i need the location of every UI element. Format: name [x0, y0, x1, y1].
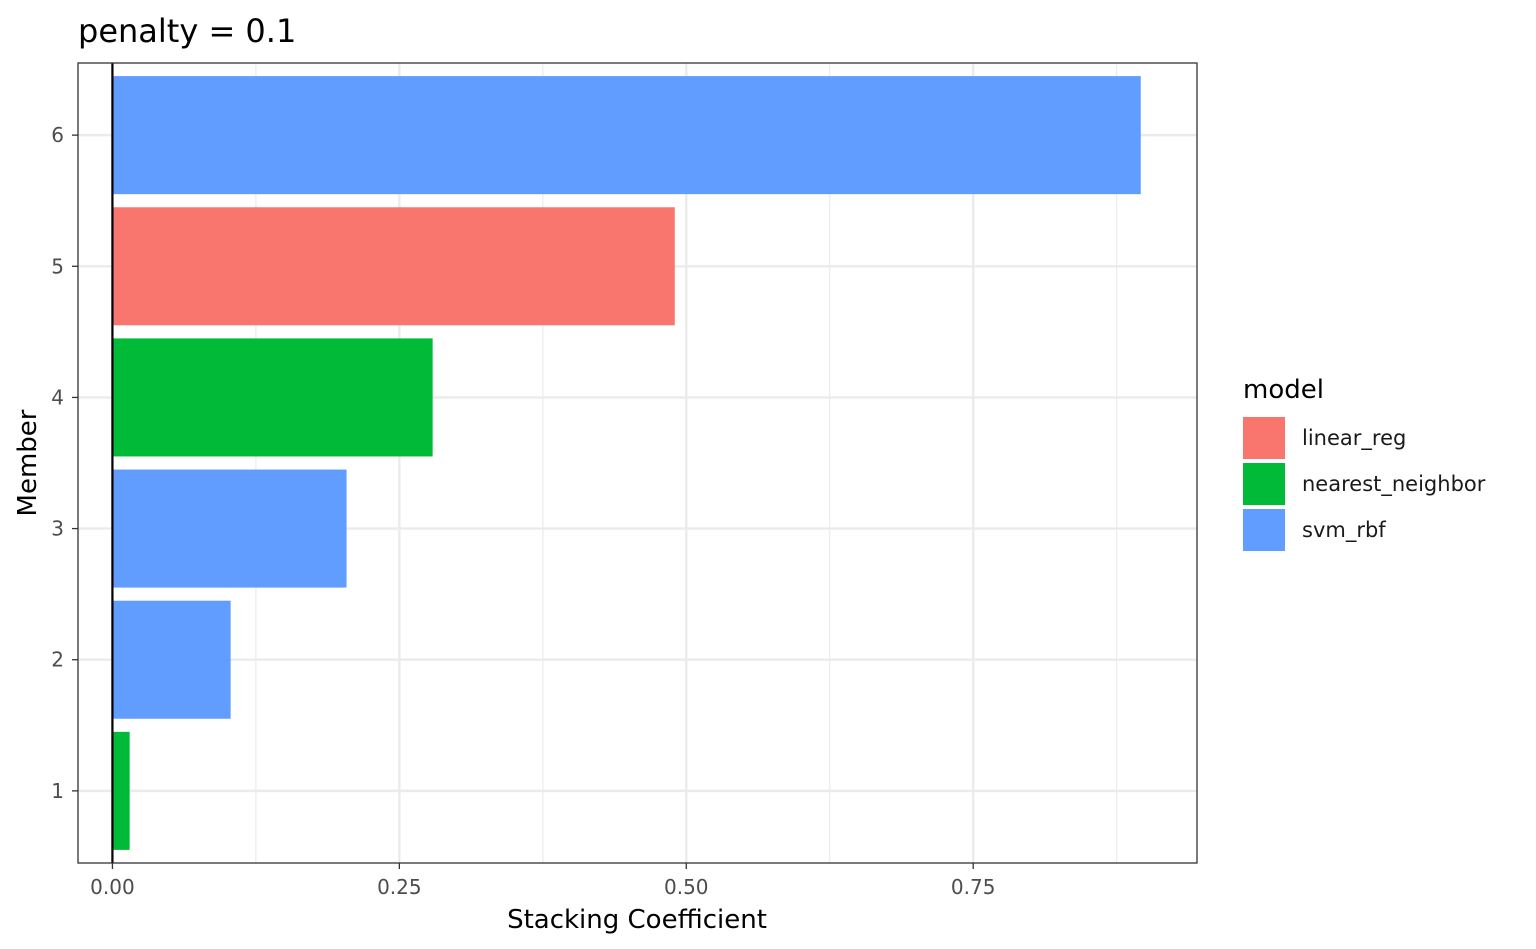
bar-member-1: [112, 731, 130, 850]
x-tick-label: 0.50: [664, 875, 709, 899]
chart-title: penalty = 0.1: [78, 12, 296, 50]
bar-member-6: [112, 76, 1141, 195]
y-tick-label: 6: [51, 123, 64, 147]
legend-key-svm-rbf: [1243, 509, 1285, 551]
y-tick-label: 2: [51, 648, 64, 672]
x-tick-label: 0.25: [377, 875, 422, 899]
x-tick-label: 0.00: [90, 875, 135, 899]
bar-member-2: [112, 600, 231, 719]
legend-label: svm_rbf: [1302, 518, 1386, 543]
x-tick-label: 0.75: [951, 875, 996, 899]
y-tick-label: 5: [51, 254, 64, 278]
plot-panel: [78, 63, 1197, 863]
x-axis-title: Stacking Coefficient: [507, 905, 767, 935]
legend-label: linear_reg: [1302, 426, 1406, 451]
legend-key-linear-reg: [1243, 417, 1285, 459]
legend-label: nearest_neighbor: [1302, 472, 1486, 497]
legend-title: model: [1243, 375, 1324, 405]
legend-key-nearest-neighbor: [1243, 463, 1285, 505]
y-tick-label: 4: [51, 385, 64, 409]
legend: model linear_reg nearest_neighbor svm_rbf: [1243, 375, 1486, 551]
y-axis-title: Member: [13, 409, 43, 516]
plot-border: [77, 62, 1198, 864]
y-tick-label: 3: [51, 517, 64, 541]
y-tick-label: 1: [51, 779, 64, 803]
bar-member-3: [112, 469, 347, 588]
bar-member-4: [112, 338, 433, 457]
bar-member-5: [112, 207, 675, 326]
